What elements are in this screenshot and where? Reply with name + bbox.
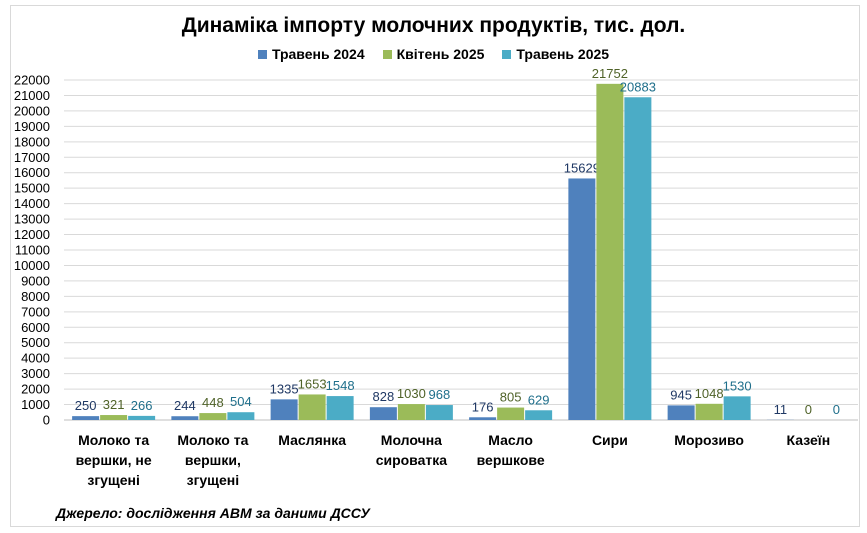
x-category-label: Масло xyxy=(488,432,533,448)
x-category-label: Сири xyxy=(592,432,628,448)
y-tick-label: 12000 xyxy=(14,227,50,242)
x-category-label: вершки, не xyxy=(76,452,152,468)
legend-item-series-3: Травень 2025 xyxy=(502,46,609,62)
y-tick-label: 13000 xyxy=(14,212,50,227)
y-tick-label: 11000 xyxy=(15,243,50,258)
bar xyxy=(227,412,255,420)
bar xyxy=(497,407,525,420)
bar xyxy=(326,396,354,420)
bar xyxy=(667,405,695,420)
data-label: 1335 xyxy=(270,381,299,396)
bar xyxy=(369,407,397,420)
legend-item-series-2: Квітень 2025 xyxy=(382,46,485,62)
data-label: 0 xyxy=(805,402,812,417)
chart-frame xyxy=(10,5,860,527)
data-label: 805 xyxy=(500,390,522,405)
bar xyxy=(596,83,624,420)
y-tick-label: 19000 xyxy=(14,119,50,134)
data-label: 21752 xyxy=(592,66,628,81)
y-tick-label: 17000 xyxy=(14,150,50,165)
data-label: 629 xyxy=(528,392,550,407)
x-category-label: Маслянка xyxy=(278,432,346,448)
data-label: 1530 xyxy=(723,378,752,393)
bar xyxy=(72,416,100,420)
bar xyxy=(100,415,128,420)
source-note: Джерело: дослідження АВМ за даними ДССУ xyxy=(56,505,370,521)
y-tick-label: 10000 xyxy=(14,258,50,273)
data-label: 504 xyxy=(230,394,252,409)
x-category-label: Молочна xyxy=(381,432,442,448)
x-category-label: згущені xyxy=(187,472,240,488)
data-label: 1048 xyxy=(695,386,724,401)
y-tick-label: 22000 xyxy=(14,73,50,88)
data-label: 1030 xyxy=(397,386,426,401)
y-tick-label: 14000 xyxy=(14,196,50,211)
y-tick-label: 0 xyxy=(43,413,50,428)
chart-legend: Травень 2024 Квітень 2025 Травень 2025 xyxy=(0,46,867,62)
bar xyxy=(695,403,723,420)
y-tick-label: 5000 xyxy=(21,335,50,350)
bar xyxy=(624,97,652,420)
bar xyxy=(525,410,553,420)
bar xyxy=(171,416,199,420)
y-tick-label: 6000 xyxy=(21,320,50,335)
legend-label-series-3: Травень 2025 xyxy=(516,46,610,62)
x-category-label: згущені xyxy=(87,472,140,488)
legend-swatch-series-2 xyxy=(382,49,392,59)
y-tick-label: 7000 xyxy=(21,304,50,319)
y-tick-label: 3000 xyxy=(21,366,50,381)
data-label: 968 xyxy=(429,387,451,402)
bar xyxy=(397,404,425,420)
data-label: 266 xyxy=(131,398,153,413)
x-category-label: Молоко та xyxy=(78,432,149,448)
x-category-label: вершки, xyxy=(185,452,241,468)
legend-label-series-2: Квітень 2025 xyxy=(396,46,485,62)
y-tick-label: 2000 xyxy=(21,382,50,397)
y-tick-label: 15000 xyxy=(14,181,50,196)
x-category-label: Казеїн xyxy=(787,432,831,448)
data-label: 448 xyxy=(202,395,224,410)
legend-swatch-series-1 xyxy=(257,49,267,59)
data-label: 321 xyxy=(103,397,125,412)
y-tick-label: 4000 xyxy=(21,351,50,366)
legend-swatch-series-3 xyxy=(502,49,512,59)
data-label: 20883 xyxy=(620,79,656,94)
x-category-label: вершкове xyxy=(477,452,545,468)
bar xyxy=(128,415,156,420)
data-label: 244 xyxy=(174,398,196,413)
x-category-label: Молоко та xyxy=(177,432,248,448)
data-label: 15629 xyxy=(564,160,600,175)
legend-item-series-1: Травень 2024 xyxy=(257,46,365,62)
x-category-label: Морозиво xyxy=(674,432,744,448)
data-label: 176 xyxy=(472,399,494,414)
y-tick-label: 18000 xyxy=(14,134,50,149)
chart-title: Динаміка імпорту молочних продуктів, тис… xyxy=(181,14,686,37)
bar xyxy=(199,413,227,420)
y-tick-label: 21000 xyxy=(14,88,50,103)
data-label: 945 xyxy=(670,387,692,402)
bar xyxy=(568,178,596,420)
x-category-label: сироватка xyxy=(376,452,448,468)
bar xyxy=(270,399,298,420)
data-label: 0 xyxy=(833,402,840,417)
bar xyxy=(425,405,453,420)
data-label: 250 xyxy=(75,398,97,413)
data-label: 1548 xyxy=(326,378,355,393)
y-tick-label: 20000 xyxy=(14,103,50,118)
legend-label-series-1: Травень 2024 xyxy=(271,46,365,62)
bar xyxy=(298,394,326,420)
bar xyxy=(469,417,497,420)
bar xyxy=(723,396,751,420)
data-label: 828 xyxy=(373,389,395,404)
y-tick-label: 16000 xyxy=(14,165,50,180)
data-label: 1653 xyxy=(298,376,327,391)
y-tick-label: 9000 xyxy=(21,273,50,288)
data-label: 11 xyxy=(774,402,788,417)
y-tick-label: 8000 xyxy=(21,289,50,304)
y-tick-label: 1000 xyxy=(21,397,50,412)
